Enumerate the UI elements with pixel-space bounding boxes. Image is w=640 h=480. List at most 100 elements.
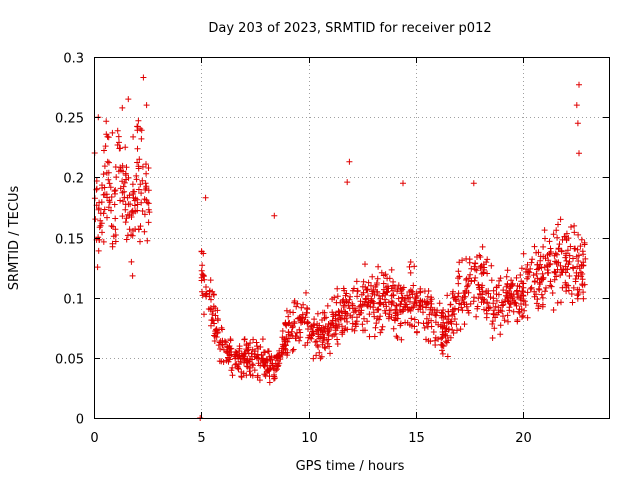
data-point bbox=[95, 247, 102, 254]
data-point bbox=[456, 259, 463, 266]
data-point bbox=[575, 291, 582, 297]
data-point bbox=[444, 353, 451, 360]
data-point bbox=[513, 274, 520, 281]
data-point bbox=[200, 273, 207, 279]
data-point bbox=[577, 243, 584, 250]
data-point bbox=[130, 188, 136, 195]
data-point bbox=[143, 183, 150, 190]
data-point bbox=[461, 321, 468, 328]
data-point bbox=[481, 306, 487, 313]
data-point bbox=[565, 287, 572, 294]
data-point bbox=[271, 371, 277, 378]
data-point bbox=[138, 199, 145, 206]
data-point bbox=[145, 219, 152, 226]
data-point bbox=[214, 307, 221, 314]
data-point bbox=[489, 318, 496, 325]
data-point bbox=[216, 339, 223, 346]
data-point bbox=[377, 313, 384, 320]
data-point bbox=[428, 300, 435, 307]
data-point bbox=[105, 204, 112, 211]
data-point bbox=[251, 367, 258, 374]
data-point bbox=[425, 337, 432, 344]
data-point bbox=[551, 269, 558, 276]
data-point bbox=[113, 174, 120, 181]
data-point bbox=[329, 333, 336, 340]
data-point bbox=[504, 294, 511, 301]
data-point bbox=[107, 184, 114, 191]
data-point bbox=[122, 170, 129, 177]
data-point bbox=[119, 104, 126, 111]
data-point bbox=[134, 145, 141, 152]
data-point bbox=[108, 223, 115, 229]
data-point bbox=[253, 339, 260, 346]
data-point bbox=[335, 308, 342, 315]
data-point bbox=[520, 250, 527, 257]
data-point bbox=[251, 348, 258, 355]
data-point bbox=[319, 331, 325, 338]
data-point bbox=[502, 298, 509, 305]
data-point bbox=[334, 341, 341, 347]
data-point bbox=[558, 247, 565, 254]
data-point bbox=[143, 170, 150, 177]
data-point bbox=[109, 129, 116, 136]
data-point bbox=[134, 196, 141, 203]
data-point bbox=[375, 263, 382, 270]
data-point bbox=[221, 338, 228, 345]
data-point bbox=[438, 309, 445, 316]
data-point bbox=[406, 263, 413, 270]
data-point bbox=[397, 322, 404, 329]
data-point bbox=[495, 291, 502, 298]
data-point bbox=[428, 317, 435, 324]
data-point bbox=[365, 293, 371, 299]
data-point bbox=[136, 156, 143, 163]
data-point bbox=[393, 302, 400, 309]
data-point bbox=[432, 311, 439, 318]
data-point bbox=[303, 289, 309, 296]
data-point bbox=[401, 303, 408, 310]
data-point bbox=[438, 314, 445, 321]
data-point bbox=[505, 318, 511, 325]
data-point bbox=[539, 270, 546, 277]
data-point bbox=[328, 320, 335, 327]
data-point bbox=[203, 293, 210, 300]
data-point bbox=[542, 288, 548, 295]
data-point bbox=[279, 328, 286, 334]
data-point bbox=[416, 302, 423, 309]
data-point bbox=[146, 209, 153, 216]
data-point bbox=[471, 277, 478, 284]
data-point bbox=[228, 351, 235, 358]
data-point bbox=[352, 308, 359, 315]
data-point bbox=[340, 296, 347, 303]
data-point bbox=[530, 272, 537, 279]
data-point bbox=[551, 276, 558, 283]
data-point bbox=[250, 362, 257, 369]
data-point bbox=[358, 291, 365, 298]
data-point bbox=[490, 287, 497, 294]
data-point bbox=[321, 309, 328, 316]
data-point bbox=[574, 120, 581, 127]
data-point bbox=[117, 145, 124, 152]
data-point bbox=[289, 323, 296, 330]
data-point bbox=[564, 247, 571, 254]
data-point bbox=[453, 298, 460, 305]
data-point bbox=[581, 241, 588, 248]
data-point bbox=[126, 226, 133, 233]
data-point bbox=[247, 340, 254, 346]
data-point bbox=[562, 233, 569, 240]
data-point bbox=[534, 275, 541, 282]
data-point bbox=[557, 262, 564, 269]
data-point bbox=[524, 261, 531, 268]
data-point bbox=[343, 290, 350, 297]
data-point bbox=[351, 327, 358, 334]
data-point bbox=[465, 281, 472, 287]
data-point bbox=[364, 318, 371, 325]
data-point bbox=[390, 292, 397, 299]
data-point bbox=[485, 305, 492, 312]
data-point bbox=[368, 282, 374, 289]
data-point bbox=[139, 177, 146, 184]
data-point bbox=[444, 292, 451, 299]
data-point bbox=[435, 336, 442, 343]
data-point bbox=[108, 207, 114, 214]
data-point bbox=[290, 309, 297, 316]
data-point bbox=[382, 310, 389, 317]
